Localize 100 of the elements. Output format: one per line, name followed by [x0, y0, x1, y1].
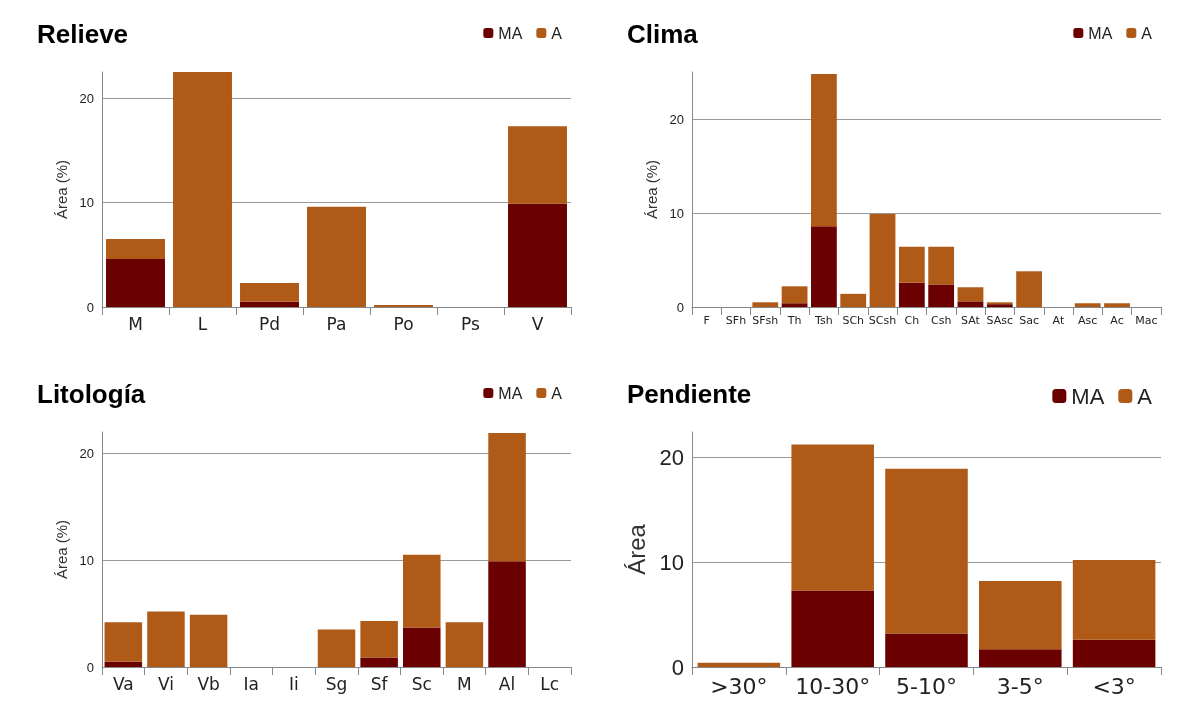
x-tick-label: Sf	[370, 673, 389, 694]
x-tick-label: Tsh	[814, 314, 833, 327]
bar	[885, 633, 968, 667]
chart-title: Litología	[37, 379, 146, 409]
x-tick-label: L	[197, 313, 208, 334]
x-tick-label: Csh	[930, 314, 952, 327]
bar	[104, 622, 143, 662]
bar	[488, 561, 526, 667]
x-tick-label: >30°	[710, 673, 768, 699]
legend-label: MA	[498, 24, 523, 42]
y-tick-label: 20	[669, 111, 684, 127]
y-tick-label: 20	[659, 444, 684, 470]
bar	[173, 72, 232, 307]
x-tick-label: Vi	[157, 673, 174, 694]
x-tick-label: M	[128, 313, 143, 334]
bar	[1074, 303, 1101, 307]
x-tick-label: SAt	[961, 314, 981, 327]
bar	[106, 258, 165, 307]
legend-label: A	[551, 384, 563, 402]
bar	[979, 649, 1062, 667]
bar	[189, 614, 228, 667]
bar	[928, 246, 955, 285]
bar	[957, 287, 984, 302]
x-tick-label: 5-10°	[896, 673, 957, 699]
bar	[1072, 559, 1156, 640]
bar	[869, 213, 896, 307]
chart-title: Pendiente	[627, 379, 752, 409]
bar	[791, 590, 874, 667]
bar	[979, 580, 1062, 650]
x-tick-label: Vb	[197, 673, 220, 694]
bar	[811, 226, 837, 307]
x-tick-label: M	[457, 673, 472, 694]
x-tick-label: Ch	[904, 314, 920, 327]
bar	[240, 282, 299, 302]
bar	[1072, 639, 1156, 667]
chart-title: Relieve	[37, 19, 129, 49]
chart-title: Clima	[627, 19, 699, 49]
bar	[781, 303, 808, 307]
x-tick-label: SCh	[842, 314, 865, 327]
bar	[928, 284, 955, 307]
x-tick-label: Pa	[326, 313, 347, 334]
x-tick-label: V	[531, 313, 544, 334]
y-tick-label: 10	[79, 195, 94, 211]
x-tick-label: SAsc	[986, 314, 1014, 327]
bar	[147, 611, 185, 667]
bar	[781, 286, 808, 304]
bar	[307, 206, 366, 307]
bar	[508, 126, 567, 204]
bar	[898, 246, 925, 283]
x-tick-label: 10-30°	[795, 673, 871, 699]
y-tick-label: 10	[669, 205, 684, 221]
bar	[791, 444, 874, 591]
y-tick-label: 0	[671, 654, 684, 680]
bar	[106, 239, 165, 259]
bar	[898, 282, 925, 307]
bar	[840, 293, 867, 307]
legend-label: MA	[1088, 24, 1113, 42]
bar	[885, 468, 968, 634]
bar	[360, 621, 398, 658]
y-axis-title: Área (%)	[642, 159, 660, 220]
bar	[403, 554, 441, 628]
x-tick-label: 3-5°	[996, 673, 1044, 699]
x-tick-label: SCsh	[868, 314, 897, 327]
bar	[240, 301, 299, 307]
legend-label: A	[551, 24, 563, 42]
x-tick-label: Ii	[288, 673, 299, 694]
bar	[360, 657, 398, 667]
x-tick-label: Va	[112, 673, 134, 694]
bar	[811, 73, 837, 227]
y-tick-label: 0	[86, 299, 94, 315]
x-tick-label: Al	[498, 673, 516, 694]
y-axis-title: Área	[623, 523, 651, 575]
y-tick-label: 20	[79, 90, 94, 106]
y-tick-label: 0	[676, 299, 684, 315]
y-tick-label: 0	[86, 659, 94, 675]
x-tick-label: F	[703, 314, 710, 327]
legend-label: A	[1137, 383, 1153, 409]
bar	[104, 661, 143, 667]
bar	[1104, 303, 1130, 307]
bar	[488, 433, 526, 562]
bar	[508, 203, 567, 307]
x-tick-label: Sg	[325, 673, 348, 694]
x-tick-label: Ps	[461, 313, 481, 334]
bar	[957, 301, 984, 307]
y-tick-label: 10	[659, 549, 684, 575]
bar	[445, 622, 484, 667]
bar	[317, 629, 356, 667]
x-tick-label: Pd	[258, 313, 281, 334]
x-tick-label: SFh	[725, 314, 747, 327]
x-tick-label: Asc	[1078, 314, 1098, 327]
y-tick-label: 10	[79, 552, 94, 568]
y-axis-title: Área (%)	[52, 519, 70, 580]
x-tick-label: Po	[393, 313, 414, 334]
bar	[403, 627, 441, 667]
x-tick-label: SFsh	[752, 314, 779, 327]
x-tick-label: Ia	[243, 673, 259, 694]
bar	[752, 302, 779, 307]
x-tick-label: <3°	[1092, 673, 1136, 699]
x-tick-label: Sac	[1019, 314, 1039, 327]
x-tick-label: Th	[786, 314, 802, 327]
